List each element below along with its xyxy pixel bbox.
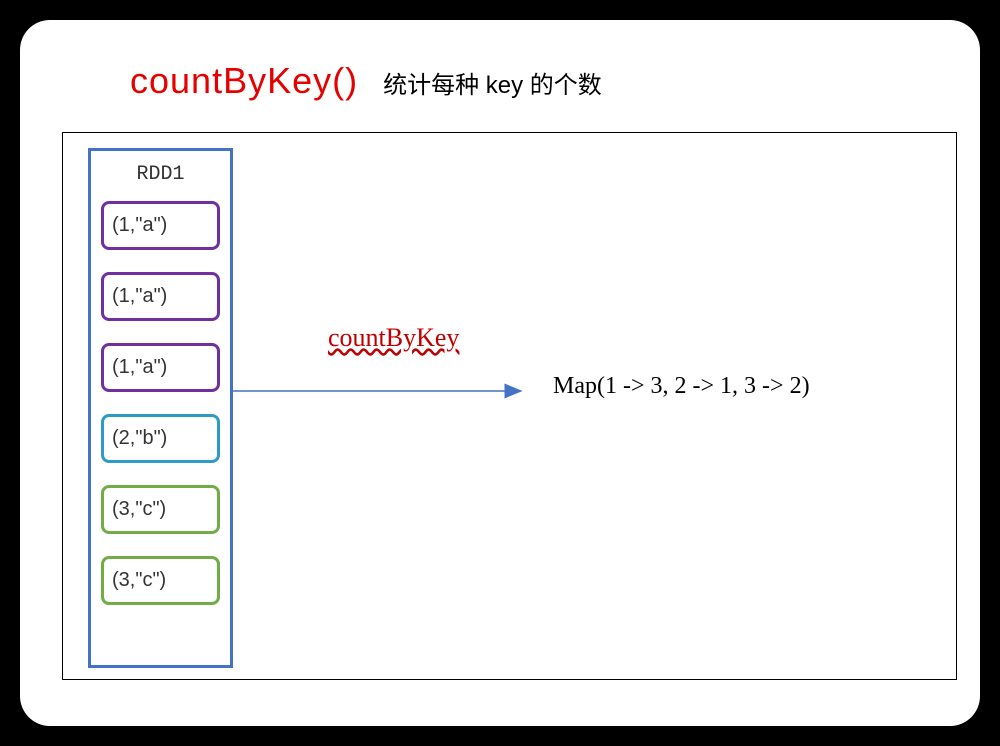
rdd-container: RDD1 (1,"a") (1,"a") (1,"a") (2,"b") (3,… — [88, 148, 233, 668]
arrow-icon — [233, 381, 533, 401]
rdd-item-5: (3,"c") — [101, 556, 220, 605]
diagram-container: RDD1 (1,"a") (1,"a") (1,"a") (2,"b") (3,… — [62, 132, 957, 680]
rdd-item-0: (1,"a") — [101, 201, 220, 250]
slide-card: countByKey() 统计每种 key 的个数 RDD1 (1,"a") (… — [20, 20, 980, 726]
operation-label: countByKey — [328, 323, 459, 353]
rdd-item-2: (1,"a") — [101, 343, 220, 392]
rdd-item-1: (1,"a") — [101, 272, 220, 321]
subtitle: 统计每种 key 的个数 — [383, 65, 602, 100]
title-row: countByKey() 统计每种 key 的个数 — [130, 60, 930, 102]
rdd-item-4: (3,"c") — [101, 485, 220, 534]
main-title: countByKey() — [130, 60, 358, 102]
rdd-item-3: (2,"b") — [101, 414, 220, 463]
rdd-label: RDD1 — [101, 163, 220, 186]
result-text: Map(1 -> 3, 2 -> 1, 3 -> 2) — [553, 373, 810, 400]
